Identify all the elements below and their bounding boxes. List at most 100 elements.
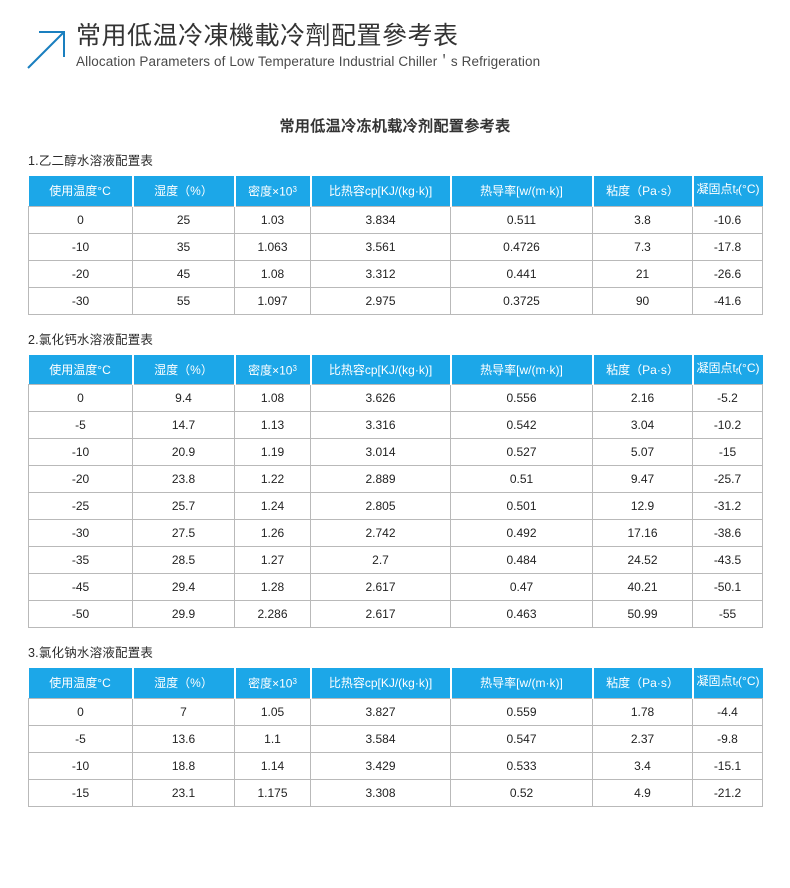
- table-cell: -35: [28, 546, 133, 575]
- table-cell: 28.5: [132, 546, 235, 575]
- table-cell: -41.6: [692, 286, 763, 315]
- table-cell: 55: [132, 286, 235, 315]
- column-header-5: 粘度（Pa·s）: [591, 354, 694, 385]
- table-cell: 7.3: [592, 232, 693, 261]
- table-cell: -50: [28, 600, 133, 629]
- column-header-6: 凝固点tf(°C): [691, 354, 763, 385]
- table-cell: 3.316: [310, 411, 451, 440]
- table-row: -50 29.9 2.286 2.617 0.463 50.99 -55: [28, 600, 763, 629]
- table-section: 1.乙二醇水溶液配置表使用温度°C 湿度（%） 密度×103 比热容cp[KJ/(kg…: [28, 150, 763, 315]
- table-row: -25 25.7 1.24 2.805 0.501 12.9 -31.2: [28, 492, 763, 521]
- table-cell: 29.9: [132, 600, 235, 629]
- table-cell: 3.584: [310, 725, 451, 754]
- table-cell: 21: [592, 259, 693, 288]
- column-header-1: 湿度（%）: [131, 354, 236, 385]
- table-cell: -10.2: [692, 411, 763, 440]
- table-cell: -43.5: [692, 546, 763, 575]
- table-cell: 18.8: [132, 752, 235, 781]
- table-cell: -21.2: [692, 779, 763, 808]
- page-banner: 常用低温冷凍機載冷劑配置參考表 Allocation Parameters of…: [0, 0, 790, 71]
- table-cell: -15: [28, 779, 133, 808]
- table-cell: -9.8: [692, 725, 763, 754]
- table-cell: 3.014: [310, 438, 451, 467]
- table-cell: 4.9: [592, 779, 693, 808]
- table-cell: 0.51: [450, 465, 593, 494]
- table-cell: 2.16: [592, 384, 693, 413]
- table-cell: 0.484: [450, 546, 593, 575]
- table-cell: 2.286: [234, 600, 311, 629]
- table-cell: -5: [28, 725, 133, 754]
- table-cell: 20.9: [132, 438, 235, 467]
- table-cell: 23.8: [132, 465, 235, 494]
- column-header-3: 比热容cp[KJ/(kg·k)]: [309, 668, 452, 699]
- table-row: 0 25 1.03 3.834 0.511 3.8 -10.6: [28, 205, 763, 234]
- table-row: -10 18.8 1.14 3.429 0.533 3.4 -15.1: [28, 752, 763, 781]
- table-cell: 5.07: [592, 438, 693, 467]
- table-cell: 7: [132, 698, 235, 727]
- table-cell: 3.308: [310, 779, 451, 808]
- table-row: -35 28.5 1.27 2.7 0.484 24.52 -43.5: [28, 546, 763, 575]
- table-cell: -38.6: [692, 519, 763, 548]
- table-row: -20 23.8 1.22 2.889 0.51 9.47 -25.7: [28, 465, 763, 494]
- table-cell: 2.617: [310, 600, 451, 629]
- table-cell: 90: [592, 286, 693, 315]
- table-cell: 12.9: [592, 492, 693, 521]
- table-cell: -30: [28, 519, 133, 548]
- table-row: -5 14.7 1.13 3.316 0.542 3.04 -10.2: [28, 411, 763, 440]
- table-row: 0 7 1.05 3.827 0.559 1.78 -4.4: [28, 698, 763, 727]
- table-cell: 40.21: [592, 573, 693, 602]
- table-cell: 29.4: [132, 573, 235, 602]
- table-cell: 0.511: [450, 205, 593, 234]
- table-cell: 0: [28, 205, 133, 234]
- page-title: 常用低温冷冻机载冷剂配置参考表: [279, 117, 511, 135]
- table-cell: 2.37: [592, 725, 693, 754]
- column-header-0: 使用温度°C: [28, 668, 134, 699]
- table-cell: 3.8: [592, 205, 693, 234]
- table-cell: 1.08: [234, 384, 311, 413]
- table-cell: -10: [28, 752, 133, 781]
- table-cell: -15.1: [692, 752, 763, 781]
- column-header-3: 比热容cp[KJ/(kg·k)]: [309, 175, 452, 207]
- section-label: 3.氯化钠水溶液配置表: [28, 646, 154, 661]
- column-header-0: 使用温度°C: [28, 354, 134, 385]
- table-cell: 3.827: [310, 698, 451, 727]
- table-cell: 1.19: [234, 438, 311, 467]
- table-cell: -31.2: [692, 492, 763, 521]
- table-cell: 1.097: [234, 286, 311, 315]
- table-row: -5 13.6 1.1 3.584 0.547 2.37 -9.8: [28, 725, 763, 754]
- table-cell: -10: [28, 438, 133, 467]
- column-header-6: 凝固点tf(°C): [691, 175, 763, 207]
- table-row: -30 27.5 1.26 2.742 0.492 17.16 -38.6: [28, 519, 763, 548]
- column-header-5: 粘度（Pa·s）: [591, 668, 694, 699]
- table-row: -10 20.9 1.19 3.014 0.527 5.07 -15: [28, 438, 763, 467]
- table-cell: 0.3725: [450, 286, 593, 315]
- table-cell: 45: [132, 259, 235, 288]
- table-cell: 3.4: [592, 752, 693, 781]
- banner-title-cn: 常用低温冷凍機載冷劑配置參考表: [76, 22, 459, 50]
- table-cell: 1.175: [234, 779, 311, 808]
- table-cell: 27.5: [132, 519, 235, 548]
- table-cell: 50.99: [592, 600, 693, 629]
- column-header-1: 湿度（%）: [131, 175, 236, 207]
- table-cell: -10: [28, 232, 133, 261]
- table-cell: -10.6: [692, 205, 763, 234]
- table-cell: 0.441: [450, 259, 593, 288]
- tables-container: 1.乙二醇水溶液配置表使用温度°C 湿度（%） 密度×103 比热容cp[KJ/(kg…: [0, 150, 790, 808]
- table-cell: 13.6: [132, 725, 235, 754]
- table-cell: 24.52: [592, 546, 693, 575]
- table-cell: 1.78: [592, 698, 693, 727]
- table-cell: -25.7: [692, 465, 763, 494]
- section-label: 1.乙二醇水溶液配置表: [28, 153, 154, 168]
- column-header-6: 凝固点tf(°C): [691, 668, 763, 699]
- table-cell: 2.742: [310, 519, 451, 548]
- table-cell: -50.1: [692, 573, 763, 602]
- table-cell: 3.626: [310, 384, 451, 413]
- table-row: -10 35 1.063 3.561 0.4726 7.3 -17.8: [28, 232, 763, 261]
- banner-title-en: Allocation Parameters of Low Temperature…: [76, 54, 541, 69]
- table-cell: 0.542: [450, 411, 593, 440]
- table-cell: 2.617: [310, 573, 451, 602]
- table-header-row: 使用温度°C 湿度（%） 密度×103 比热容cp[KJ/(kg·k)] 热导率[w/(…: [28, 354, 763, 385]
- parameter-table: 使用温度°C 湿度（%） 密度×103 比热容cp[KJ/(kg·k)] 热导率[w/(…: [28, 354, 763, 629]
- parameter-table: 使用温度°C 湿度（%） 密度×103 比热容cp[KJ/(kg·k)] 热导率[w/(…: [28, 175, 763, 315]
- table-cell: 1.24: [234, 492, 311, 521]
